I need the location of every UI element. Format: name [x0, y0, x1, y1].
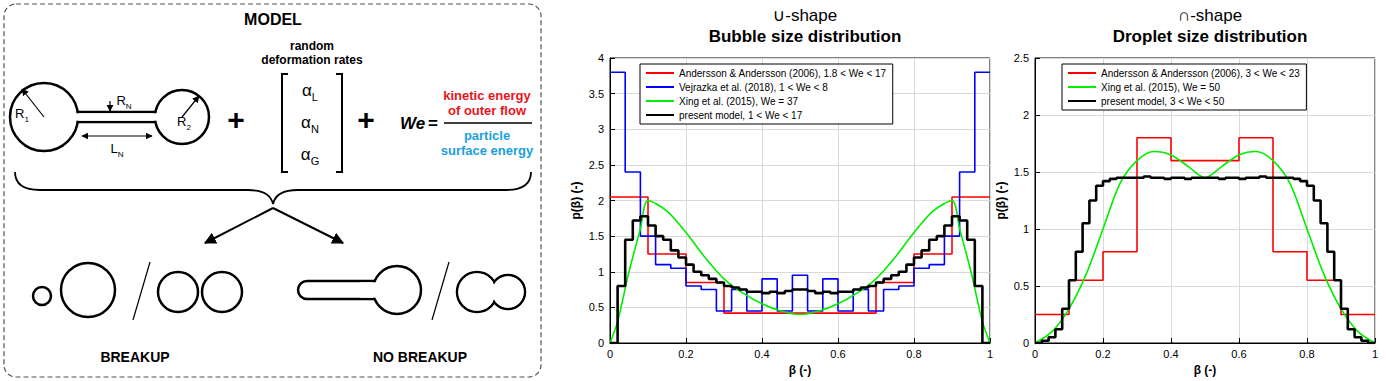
- svg-text:R1: R1: [15, 106, 29, 124]
- svg-text:0.8: 0.8: [1299, 348, 1314, 360]
- svg-text:NO BREAKUP: NO BREAKUP: [373, 349, 467, 365]
- svg-text:2: 2: [1023, 109, 1029, 121]
- svg-text:1.5: 1.5: [1014, 166, 1029, 178]
- svg-text:0.6: 0.6: [1231, 348, 1246, 360]
- svg-text:p(β) (-): p(β) (-): [994, 182, 1008, 220]
- svg-text:p(β) (-): p(β) (-): [569, 182, 583, 220]
- svg-text:∩-shape: ∩-shape: [1178, 6, 1242, 25]
- svg-text:We: We: [400, 114, 425, 133]
- svg-text:1: 1: [598, 266, 604, 278]
- svg-text:Andersson & Andersson (2006),: Andersson & Andersson (2006), 1.8 < We <…: [679, 68, 887, 79]
- svg-text:0.4: 0.4: [1163, 348, 1178, 360]
- svg-text:MODEL: MODEL: [244, 11, 302, 28]
- svg-text:BREAKUP: BREAKUP: [100, 349, 169, 365]
- svg-text:Andersson & Andersson (2006),: Andersson & Andersson (2006), 3 < We < 2…: [1101, 68, 1300, 79]
- svg-text:0: 0: [1032, 348, 1038, 360]
- svg-text:αL: αL: [302, 81, 318, 103]
- svg-text:present model, 1 < We < 17: present model, 1 < We < 17: [679, 110, 803, 121]
- svg-text:β (-): β (-): [789, 363, 812, 377]
- svg-text:0.8: 0.8: [906, 348, 921, 360]
- svg-text:0: 0: [607, 348, 613, 360]
- svg-text:β (-): β (-): [1194, 363, 1217, 377]
- svg-text:0.2: 0.2: [1095, 348, 1110, 360]
- svg-text:Xing et al. (2015), We = 50: Xing et al. (2015), We = 50: [1101, 82, 1220, 93]
- svg-text:0.2: 0.2: [678, 348, 693, 360]
- svg-text:αN: αN: [301, 113, 319, 135]
- svg-text:2.5: 2.5: [1014, 52, 1029, 64]
- svg-text:particle: particle: [464, 128, 510, 143]
- svg-text:1: 1: [987, 348, 993, 360]
- svg-text:Droplet size distribution: Droplet size distribution: [1113, 27, 1308, 46]
- svg-text:0.5: 0.5: [1014, 280, 1029, 292]
- svg-text:0: 0: [598, 337, 604, 349]
- svg-text:αG: αG: [301, 145, 319, 167]
- svg-text:R2: R2: [177, 114, 191, 132]
- svg-text:0.5: 0.5: [589, 301, 604, 313]
- svg-text:kinetic energy: kinetic energy: [443, 88, 531, 103]
- svg-text:surface energy: surface energy: [441, 143, 534, 158]
- svg-text:Vejrazka et al. (2018), 1 < We: Vejrazka et al. (2018), 1 < We < 8: [679, 82, 828, 93]
- svg-text:RN: RN: [116, 93, 131, 111]
- svg-text:2.5: 2.5: [589, 159, 604, 171]
- svg-text:2: 2: [598, 195, 604, 207]
- svg-text:Bubble size distribution: Bubble size distribution: [709, 27, 902, 46]
- svg-text:+: +: [357, 103, 375, 136]
- svg-text:1.5: 1.5: [589, 230, 604, 242]
- svg-text:4: 4: [598, 52, 604, 64]
- svg-text:LN: LN: [110, 141, 123, 159]
- svg-text:0: 0: [1023, 337, 1029, 349]
- svg-text:∪-shape: ∪-shape: [773, 6, 837, 25]
- svg-text:deformation rates: deformation rates: [261, 53, 363, 67]
- svg-text:present model, 3 < We < 50: present model, 3 < We < 50: [1101, 96, 1225, 107]
- svg-text:=: =: [428, 114, 438, 133]
- svg-text:1: 1: [1023, 223, 1029, 235]
- svg-text:3: 3: [598, 123, 604, 135]
- svg-text:1: 1: [1372, 348, 1378, 360]
- svg-text:0.6: 0.6: [830, 348, 845, 360]
- svg-text:0.4: 0.4: [754, 348, 769, 360]
- svg-text:of outer flow: of outer flow: [448, 103, 527, 118]
- svg-text:+: +: [227, 103, 245, 136]
- svg-text:Xing et al. (2015), We = 37: Xing et al. (2015), We = 37: [679, 96, 798, 107]
- svg-text:random: random: [290, 39, 334, 53]
- svg-text:3.5: 3.5: [589, 88, 604, 100]
